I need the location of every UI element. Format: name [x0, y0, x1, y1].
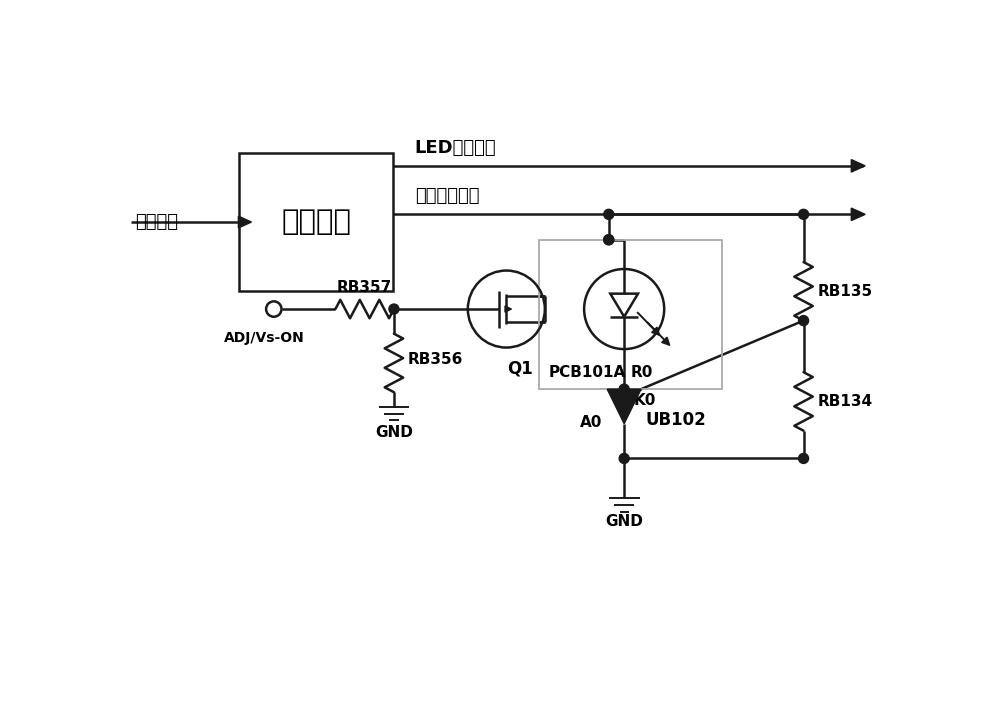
Bar	[239, 153, 393, 291]
Polygon shape	[851, 208, 865, 221]
Bar	[539, 240, 722, 389]
Polygon shape	[851, 159, 865, 172]
Text: RB134: RB134	[817, 394, 873, 409]
Circle shape	[799, 454, 809, 464]
Circle shape	[619, 454, 629, 464]
Text: GND: GND	[375, 425, 413, 440]
Circle shape	[799, 316, 809, 326]
Text: RB356: RB356	[408, 352, 463, 366]
Circle shape	[799, 209, 809, 219]
Text: ADJ/Vs-ON: ADJ/Vs-ON	[224, 331, 305, 345]
Text: RB357: RB357	[337, 280, 392, 295]
Polygon shape	[238, 216, 251, 228]
Circle shape	[604, 235, 614, 244]
Text: R0: R0	[630, 365, 653, 380]
Text: RB135: RB135	[817, 284, 873, 298]
Text: K0: K0	[633, 393, 656, 408]
Text: PCB101A: PCB101A	[549, 365, 626, 380]
Text: LED供电输出: LED供电输出	[415, 138, 496, 156]
Text: A0: A0	[580, 415, 603, 430]
Circle shape	[604, 235, 614, 244]
Circle shape	[389, 304, 399, 314]
Text: Q1: Q1	[507, 359, 533, 377]
Circle shape	[604, 209, 614, 219]
Text: GND: GND	[605, 514, 643, 529]
Circle shape	[619, 384, 629, 394]
Text: 供电电路: 供电电路	[281, 208, 351, 236]
Text: 市电输入: 市电输入	[135, 213, 178, 231]
Text: UB102: UB102	[646, 411, 706, 429]
Polygon shape	[607, 389, 641, 424]
Text: 主板供电输出: 主板供电输出	[415, 187, 479, 205]
